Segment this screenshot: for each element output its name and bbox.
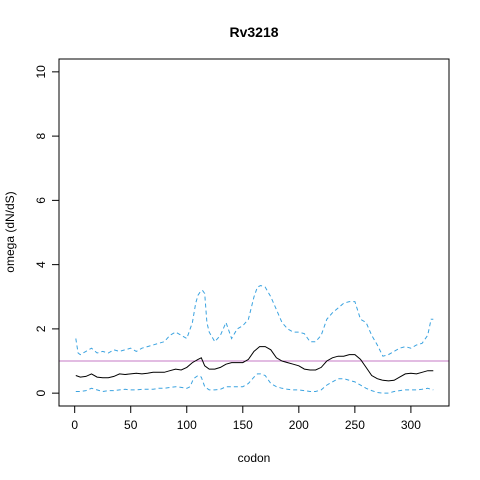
x-tick-label: 50 (124, 418, 138, 432)
y-axis-label: omega (dN/dS) (3, 191, 17, 272)
x-tick-label: 150 (233, 418, 253, 432)
x-tick-label: 300 (401, 418, 421, 432)
y-tick-label: 0 (34, 389, 48, 396)
y-tick-label: 8 (34, 132, 48, 139)
x-tick-label: 200 (289, 418, 309, 432)
chart-title: Rv3218 (229, 24, 278, 40)
x-tick-label: 100 (177, 418, 197, 432)
upper_bound-line (75, 284, 434, 357)
x-tick-label: 250 (345, 418, 365, 432)
y-tick-label: 2 (34, 325, 48, 332)
x-axis-label: codon (238, 451, 271, 465)
x-tick-label: 0 (71, 418, 78, 432)
lower_bound-line (75, 373, 434, 394)
y-tick-label: 4 (34, 261, 48, 268)
y-tick-label: 6 (34, 197, 48, 204)
estimate-line (75, 346, 434, 382)
y-tick-label: 10 (34, 65, 48, 79)
plot-frame (58, 58, 450, 407)
